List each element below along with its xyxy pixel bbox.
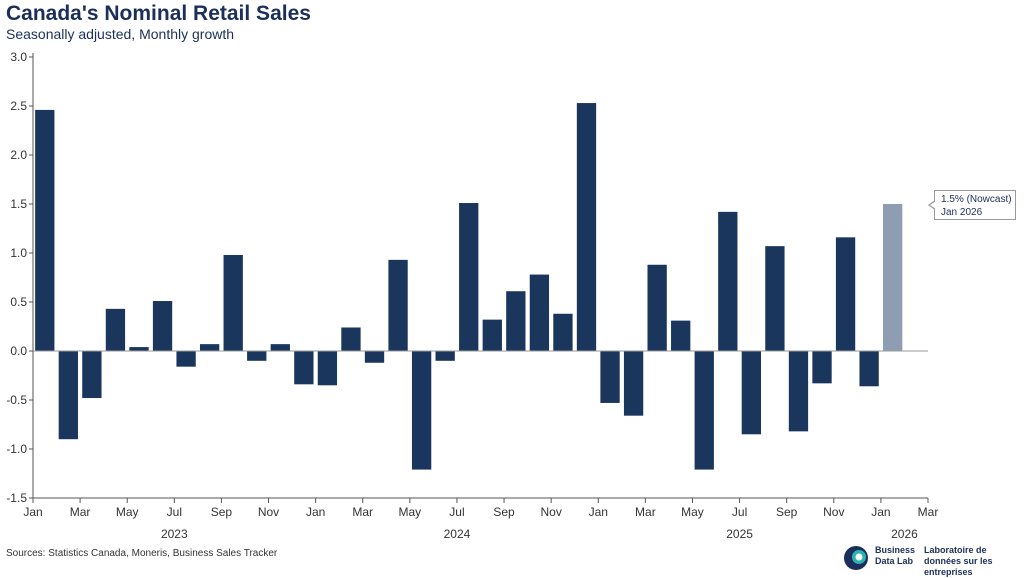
- nowcast-callout: 1.5% (Nowcast) Jan 2026: [928, 190, 1016, 220]
- bar-2024-11: [553, 313, 573, 351]
- bar-2023-12: [294, 351, 314, 385]
- x-tick-label: Sep: [493, 505, 515, 519]
- bar-2024-07: [459, 203, 479, 351]
- x-tick-label: Jan: [23, 505, 42, 519]
- x-tick-label: Jul: [449, 505, 464, 519]
- bar-2025-03: [647, 264, 667, 351]
- bars: [35, 103, 903, 470]
- bar-2024-12: [576, 103, 597, 351]
- x-tick-label: Sep: [776, 505, 798, 519]
- business-data-lab-logo: Business Data Lab Laboratoire de données…: [842, 544, 1022, 577]
- y-tick-label: 0.0: [10, 344, 27, 358]
- bar-2023-11: [270, 344, 290, 351]
- y-tick-label: -1.5: [6, 491, 27, 505]
- year-label: 2025: [726, 527, 753, 541]
- bar-2025-04: [671, 320, 691, 351]
- x-tick-label: Sep: [211, 505, 233, 519]
- bar-2023-09: [223, 254, 243, 351]
- bar-2026-01: [883, 204, 903, 351]
- bar-2025-05: [694, 351, 714, 470]
- bar-2024-06: [435, 351, 455, 361]
- x-tick-label: Jan: [306, 505, 325, 519]
- y-axis: -1.5 -1.0 -0.5 0.0 0.5 1.0 1.5 2.0 2.5 3.0: [6, 50, 34, 505]
- bar-2024-04: [388, 259, 408, 351]
- bar-2023-10: [247, 351, 267, 361]
- x-tick-label: Jan: [589, 505, 608, 519]
- bar-2023-07: [176, 351, 196, 367]
- bar-2023-08: [199, 344, 220, 351]
- x-tick-label: Mar: [635, 505, 656, 519]
- y-tick-label: 0.5: [10, 295, 27, 309]
- business-data-lab-logo-icon: [844, 546, 868, 570]
- y-tick-label: -1.0: [6, 442, 27, 456]
- x-axis: Jan Mar May Jul Sep Nov Jan Mar May Jul Sep Nov Jan M…: [23, 350, 939, 541]
- y-tick-label: 1.0: [10, 246, 27, 260]
- chart-subtitle: Seasonally adjusted, Monthly growth: [6, 26, 235, 42]
- nowcast-callout-value: 1.5% (Nowcast): [941, 194, 1012, 205]
- y-tick-label: 2.5: [10, 99, 27, 113]
- y-tick-label: 3.0: [10, 50, 27, 64]
- y-tick-label: 2.0: [10, 148, 27, 162]
- bar-2025-10: [812, 351, 832, 384]
- bar-2025-02: [623, 351, 644, 416]
- bar-2024-02: [341, 327, 361, 351]
- logo-text-en: Business Data Lab: [875, 545, 916, 566]
- bar-2025-11: [835, 237, 856, 351]
- x-tick-label: May: [399, 505, 422, 519]
- x-tick-label: Jul: [167, 505, 182, 519]
- bar-2025-06: [718, 211, 738, 351]
- chart-title: Canada's Nominal Retail Sales: [6, 2, 311, 25]
- x-tick-label: Jan: [871, 505, 890, 519]
- bar-2025-01: [600, 351, 620, 403]
- bar-2024-10: [529, 274, 550, 351]
- x-tick-label: Nov: [823, 505, 844, 519]
- nowcast-callout-date: Jan 2026: [941, 207, 983, 218]
- x-tick-label: Mar: [352, 505, 373, 519]
- x-tick-label: May: [116, 505, 139, 519]
- year-label: 2024: [444, 527, 471, 541]
- y-tick-label: 1.5: [10, 197, 27, 211]
- bar-2023-06: [152, 301, 173, 351]
- bar-2023-03: [82, 351, 102, 399]
- bar-2024-03: [364, 351, 385, 363]
- bar-2025-07: [741, 351, 762, 435]
- sources-note: Sources: Statistics Canada, Moneris, Bus…: [6, 548, 278, 559]
- x-tick-label: May: [681, 505, 704, 519]
- logo-text-fr: Laboratoire de données sur les entrepris…: [924, 545, 993, 577]
- x-tick-label: Nov: [540, 505, 561, 519]
- x-tick-label: Nov: [258, 505, 279, 519]
- bar-2024-01: [317, 351, 338, 386]
- bar-2024-08: [482, 319, 502, 351]
- bar-2023-04: [105, 308, 126, 351]
- x-tick-label: Mar: [70, 505, 91, 519]
- bar-2023-05: [129, 347, 149, 351]
- year-label: 2023: [161, 527, 188, 541]
- bar-2024-09: [506, 291, 526, 351]
- year-label: 2026: [891, 527, 918, 541]
- x-tick-label: Mar: [918, 505, 939, 519]
- x-tick-label: Jul: [732, 505, 747, 519]
- bar-2025-08: [765, 246, 785, 351]
- bar-2024-05: [411, 351, 432, 470]
- bar-2025-09: [788, 351, 809, 432]
- bar-2023-01: [35, 109, 55, 351]
- y-tick-label: -0.5: [6, 393, 27, 407]
- bar-2023-02: [58, 351, 78, 440]
- bar-2025-12: [859, 351, 879, 387]
